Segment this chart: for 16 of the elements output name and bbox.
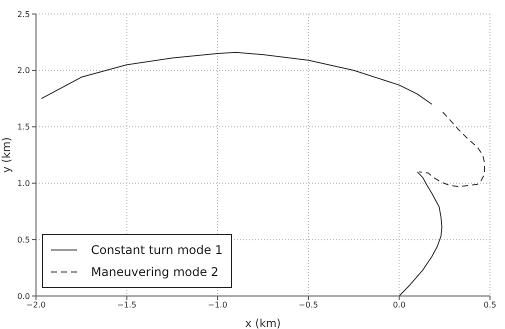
y-tick-label: 0.5 xyxy=(17,235,30,244)
y-tick-label: 1.0 xyxy=(17,179,30,188)
y-axis-title: y (km) xyxy=(0,137,13,173)
x-tick-label: −1.0 xyxy=(208,300,228,310)
legend-label: Constant turn mode 1 xyxy=(91,242,223,259)
y-tick-label: 2.0 xyxy=(17,66,30,76)
y-tick-label: 1.5 xyxy=(17,122,30,132)
legend-label: Maneuvering mode 2 xyxy=(91,264,219,281)
x-tick-label: −1.5 xyxy=(117,300,137,310)
x-tick-label: −2.0 xyxy=(26,300,46,310)
x-tick-label: 0.0 xyxy=(392,300,406,310)
x-tick-label: 0.5 xyxy=(484,300,496,310)
y-tick-label: 0.0 xyxy=(17,292,30,301)
x-tick-label: −0.5 xyxy=(298,300,318,310)
x-axis-title: x (km) xyxy=(245,317,281,329)
y-tick-label: 2.5 xyxy=(17,10,30,19)
